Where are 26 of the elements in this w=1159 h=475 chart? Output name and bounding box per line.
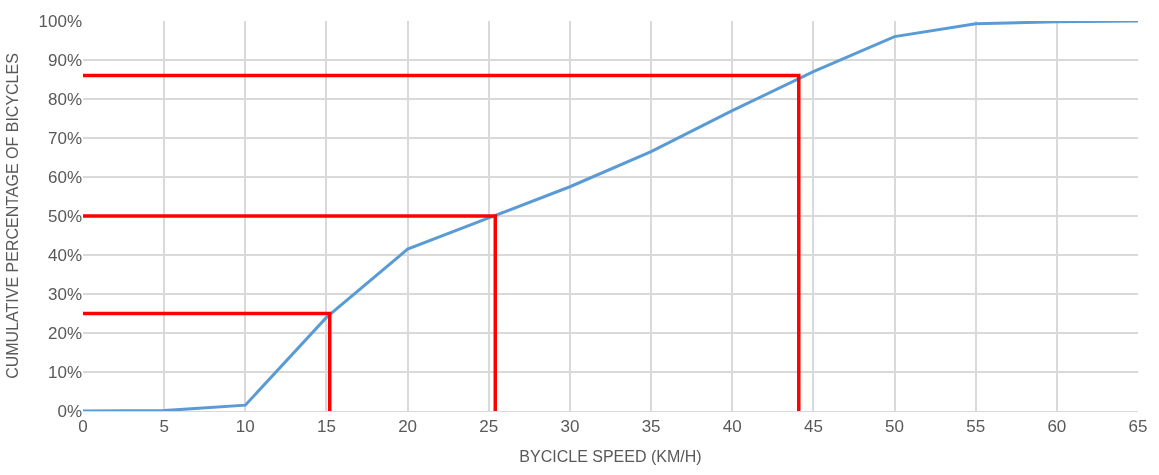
y-tick-label: 30% — [47, 284, 82, 304]
x-tick-label: 45 — [803, 417, 823, 437]
x-tick-label: 40 — [722, 417, 742, 437]
line-series — [83, 21, 1138, 411]
x-tick-label: 55 — [966, 417, 986, 437]
y-tick-label: 40% — [47, 245, 82, 265]
x-tick-label: 35 — [641, 417, 661, 437]
y-tick-label: 80% — [47, 89, 82, 109]
y-tick-label: 50% — [47, 206, 82, 226]
y-tick-label: 60% — [47, 167, 82, 187]
x-tick-label: 5 — [159, 417, 169, 437]
x-tick-label: 10 — [235, 417, 255, 437]
y-tick-label: 100% — [38, 11, 82, 31]
x-tick-label: 30 — [560, 417, 580, 437]
x-tick-label: 20 — [398, 417, 418, 437]
y-tick-label: 90% — [47, 50, 82, 70]
x-tick-label: 50 — [885, 417, 904, 437]
x-tick-label: 15 — [317, 417, 336, 437]
y-tick-label: 10% — [47, 362, 82, 382]
y-tick-label: 70% — [47, 128, 82, 148]
x-tick-label: 60 — [1047, 417, 1067, 437]
x-tick-label: 25 — [479, 417, 499, 437]
y-axis-title: CUMULATIVE PERCENTAGE OF BICYCLES — [4, 53, 22, 379]
y-tick-label: 20% — [47, 323, 82, 343]
x-tick-label: 65 — [1128, 417, 1148, 437]
x-axis-title: BYCICLE SPEED (KM/H) — [519, 448, 702, 466]
